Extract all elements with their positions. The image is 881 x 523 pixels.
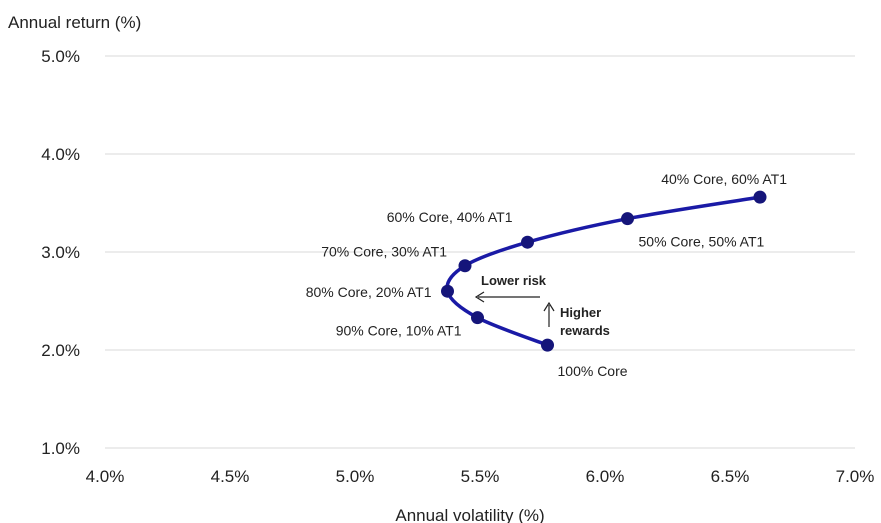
x-axis-ticks: 4.0% 4.5% 5.0% 5.5% 6.0% 6.5% 7.0% xyxy=(86,467,875,486)
lower-risk-annotation: Lower risk xyxy=(474,273,547,303)
x-tick-label: 6.5% xyxy=(711,467,750,486)
data-points xyxy=(441,190,767,352)
data-point-label: 50% Core, 50% AT1 xyxy=(639,234,765,250)
data-point-labels: 100% Core 90% Core, 10% AT1 80% Core, 20% … xyxy=(306,171,788,379)
data-point-label: 100% Core xyxy=(558,363,628,379)
data-point xyxy=(471,311,484,325)
x-axis-title: Annual volatility (%) xyxy=(395,506,544,523)
data-point-label: 40% Core, 60% AT1 xyxy=(661,171,787,187)
y-tick-label: 3.0% xyxy=(41,243,80,262)
y-axis-title: Annual return (%) xyxy=(8,13,141,32)
y-tick-label: 5.0% xyxy=(41,47,80,66)
x-tick-label: 5.0% xyxy=(336,467,375,486)
data-point xyxy=(441,284,454,298)
higher-rewards-arrowhead xyxy=(543,301,555,312)
data-point xyxy=(458,259,472,273)
data-point-label: 60% Core, 40% AT1 xyxy=(387,209,513,225)
data-point xyxy=(541,338,554,352)
data-point xyxy=(521,235,534,249)
data-point-label: 90% Core, 10% AT1 xyxy=(336,323,462,339)
higher-rewards-label-line1: Higher xyxy=(560,305,601,320)
lower-risk-arrowhead xyxy=(474,291,485,303)
x-tick-label: 4.0% xyxy=(86,467,125,486)
lower-risk-label: Lower risk xyxy=(481,273,547,288)
x-tick-label: 7.0% xyxy=(836,467,875,486)
y-tick-label: 4.0% xyxy=(41,145,80,164)
data-point xyxy=(753,190,767,204)
data-point-label: 70% Core, 30% AT1 xyxy=(321,244,447,260)
x-tick-label: 4.5% xyxy=(211,467,250,486)
x-tick-label: 6.0% xyxy=(586,467,625,486)
y-tick-label: 2.0% xyxy=(41,341,80,360)
gridlines xyxy=(105,55,855,449)
higher-rewards-annotation: Higher rewards xyxy=(543,301,610,338)
x-tick-label: 5.5% xyxy=(461,467,500,486)
y-tick-label: 1.0% xyxy=(41,439,80,458)
data-point-label: 80% Core, 20% AT1 xyxy=(306,284,432,300)
y-axis-ticks: 1.0% 2.0% 3.0% 4.0% 5.0% xyxy=(41,47,80,458)
higher-rewards-label-line2: rewards xyxy=(560,323,610,338)
data-point xyxy=(621,212,634,226)
